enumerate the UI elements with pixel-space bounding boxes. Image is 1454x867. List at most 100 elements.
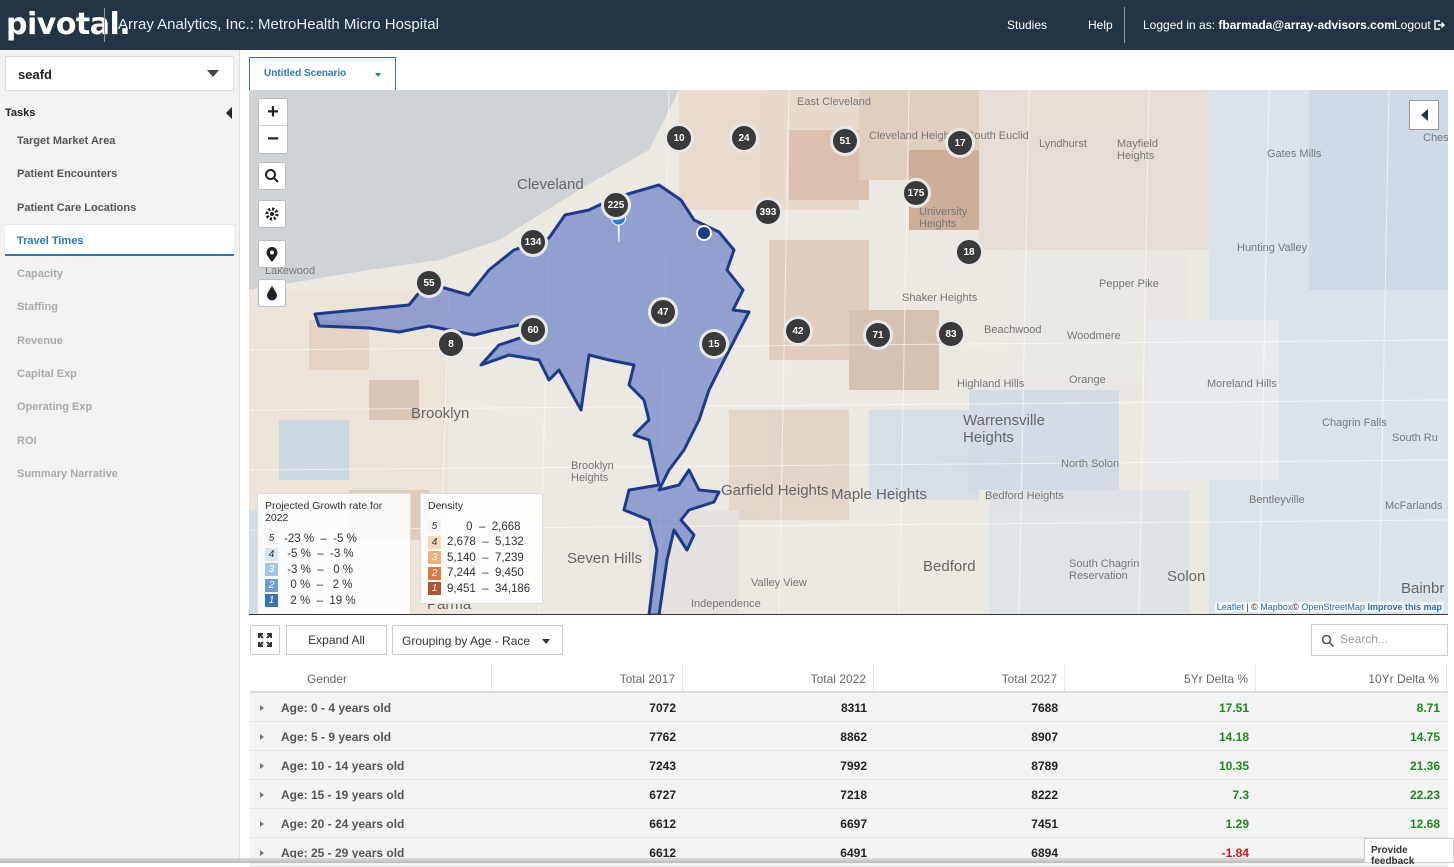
nav-help-link[interactable]: Help — [1088, 18, 1113, 32]
map-cluster[interactable]: 393 — [753, 197, 783, 227]
place-label: Valley View — [751, 577, 807, 589]
scenario-tab[interactable]: Untitled Scenario — [249, 57, 396, 90]
leaflet-link[interactable]: Leaflet — [1216, 602, 1244, 612]
improve-map-link[interactable]: Improve this map — [1367, 602, 1442, 612]
map-cluster[interactable]: 134 — [518, 227, 548, 257]
legend-range: 0 % – 2 % — [284, 579, 353, 592]
column-header-total-2017[interactable]: Total 2017 — [492, 664, 683, 691]
legend-swatch: 3 — [265, 563, 278, 577]
grouping-select[interactable]: Grouping by Age - Race — [392, 625, 563, 655]
legend-swatch: 5 — [265, 532, 278, 546]
sidebar-item-target-market-area[interactable]: Target Market Area — [17, 135, 116, 147]
cell-5yr-delta: 17.51 — [1218, 701, 1249, 715]
logout-link[interactable]: Logout — [1394, 18, 1446, 32]
sidebar-item-patient-encounters[interactable]: Patient Encounters — [17, 168, 118, 180]
logged-in-info: Logged in as: fbarmada@array-advisors.co… — [1143, 18, 1395, 32]
fullscreen-button[interactable] — [250, 625, 280, 655]
cell-total-2027: 8907 — [1031, 730, 1058, 744]
cell-total-2017: 6612 — [649, 817, 676, 831]
cell-5yr-delta: 10.35 — [1218, 759, 1249, 773]
study-select-value: seafd — [18, 67, 52, 82]
place-label: Hunting Valley — [1237, 242, 1308, 254]
table-row[interactable]: Age: 15 - 19 years old 6727 7218 8222 7.… — [250, 780, 1448, 809]
study-select[interactable]: seafd — [5, 56, 234, 91]
place-label: Moreland Hills — [1207, 378, 1277, 390]
map-cluster[interactable]: 55 — [414, 268, 444, 298]
row-label: Age: 0 - 4 years old — [281, 701, 392, 715]
expand-all-button[interactable]: Expand All — [286, 625, 387, 655]
mapbox-link[interactable]: Mapbox — [1260, 602, 1293, 612]
table-row[interactable]: Age: 5 - 9 years old 7762 8862 8907 14.1… — [250, 722, 1448, 751]
expand-row-icon[interactable] — [260, 734, 264, 740]
column-header-10yr-delta[interactable]: 10Yr Delta % — [1256, 664, 1447, 691]
legend-range: 7,244 – 9,450 — [447, 567, 524, 580]
cell-5yr-delta: 7.3 — [1232, 788, 1249, 802]
zoom-out-button[interactable]: − — [267, 128, 279, 150]
table-row[interactable]: Age: 0 - 4 years old 7072 8311 7688 17.5… — [250, 693, 1448, 722]
row-label: Age: 10 - 14 years old — [281, 759, 405, 773]
legend-title: Density — [428, 500, 464, 512]
map-cluster[interactable]: 24 — [729, 123, 759, 153]
map-cluster[interactable]: 17 — [945, 128, 975, 158]
logout-label: Logout — [1394, 18, 1431, 32]
place-label: North Solon — [1061, 458, 1120, 470]
sidebar-item-operating-exp: Operating Exp — [17, 401, 93, 413]
place-label: Lyndhurst — [1039, 138, 1087, 150]
provide-feedback-button[interactable]: Provide feedback — [1364, 838, 1454, 867]
nav-studies-link[interactable]: Studies — [1007, 18, 1048, 32]
collapse-left-icon[interactable] — [226, 107, 232, 119]
legend-swatch: 5 — [428, 520, 441, 534]
search-input[interactable] — [1340, 632, 1440, 646]
cell-total-2022: 7218 — [840, 788, 867, 802]
density-layer-button[interactable] — [258, 279, 286, 307]
chevron-left-icon — [1420, 109, 1428, 121]
expand-row-icon[interactable] — [260, 792, 264, 798]
map-cluster[interactable]: 175 — [901, 178, 931, 208]
place-label: South Euclid — [967, 130, 1029, 142]
sidebar: seafd Tasks Target Market Area Patient E… — [0, 50, 240, 863]
map-cluster[interactable]: 51 — [830, 126, 860, 156]
map-cluster[interactable]: 225 — [601, 190, 631, 220]
expand-row-icon[interactable] — [260, 850, 264, 856]
column-header-gender[interactable]: Gender — [250, 664, 492, 691]
table-row[interactable]: Age: 10 - 14 years old 7243 7992 8789 10… — [250, 751, 1448, 780]
place-label: McFarlands — [1385, 500, 1443, 512]
attribution-separator: | © — [1243, 602, 1261, 612]
map-cluster[interactable]: 8 — [436, 329, 466, 359]
map-cluster[interactable]: 83 — [936, 319, 966, 349]
map-cluster[interactable]: 47 — [648, 297, 678, 327]
app-logo[interactable]: pivotal. — [6, 7, 131, 42]
cell-10yr-delta: 21.36 — [1409, 759, 1440, 773]
zoom-in-button[interactable]: + — [259, 99, 287, 126]
expand-row-icon[interactable] — [260, 705, 264, 711]
cell-total-2022: 6697 — [840, 817, 867, 831]
sidebar-item-patient-care-locations[interactable]: Patient Care Locations — [17, 202, 137, 214]
map-cluster[interactable]: 18 — [954, 237, 984, 267]
search-map-button[interactable] — [258, 162, 286, 190]
sidebar-item-travel-times[interactable]: Travel Times — [5, 224, 234, 256]
map-cluster[interactable]: 60 — [518, 315, 548, 345]
map-cluster[interactable]: 42 — [783, 316, 813, 346]
place-label: Brooklyn Heights — [571, 460, 614, 484]
map-view[interactable]: Cleveland East Cleveland Cleveland Heigh… — [249, 90, 1448, 615]
legend-swatch: 1 — [265, 594, 278, 608]
table-row[interactable]: Age: 20 - 24 years old 6612 6697 7451 1.… — [250, 809, 1448, 838]
map-cluster[interactable]: 71 — [863, 320, 893, 350]
cell-10yr-delta: 14.75 — [1409, 730, 1440, 744]
osm-link[interactable]: OpenStreetMap — [1301, 602, 1365, 612]
location-pin-button[interactable] — [258, 240, 286, 268]
expand-row-icon[interactable] — [260, 821, 264, 827]
collapse-panel-button[interactable] — [1409, 100, 1439, 130]
map-basemap — [249, 90, 1448, 614]
cell-total-2017: 6612 — [649, 846, 676, 860]
map-cluster[interactable]: 15 — [699, 329, 729, 359]
sidebar-item-summary-narrative: Summary Narrative — [17, 468, 118, 480]
map-cluster[interactable]: 10 — [664, 123, 694, 153]
column-header-total-2027[interactable]: Total 2027 — [874, 664, 1065, 691]
column-header-5yr-delta[interactable]: 5Yr Delta % — [1065, 664, 1256, 691]
row-label: Age: 15 - 19 years old — [281, 788, 405, 802]
column-header-total-2022[interactable]: Total 2022 — [683, 664, 874, 691]
expand-row-icon[interactable] — [260, 763, 264, 769]
settings-button[interactable] — [258, 200, 286, 228]
sidebar-item-revenue: Revenue — [17, 335, 63, 347]
